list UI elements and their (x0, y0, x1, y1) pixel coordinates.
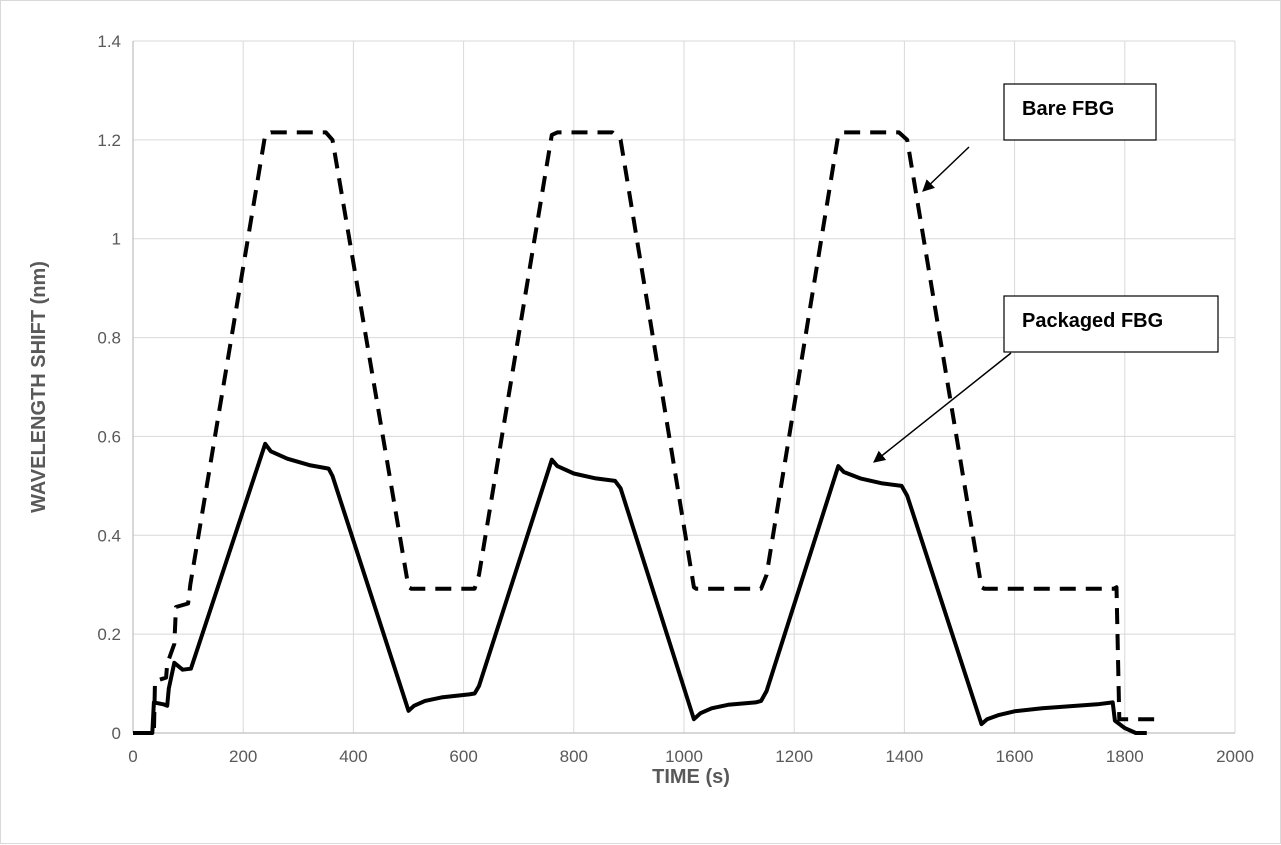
x-tick-label: 0 (128, 747, 137, 766)
y-tick-label: 0.8 (97, 329, 121, 348)
x-tick-label: 600 (449, 747, 477, 766)
y-tick-label: 0.4 (97, 526, 121, 545)
x-axis-title: TIME (s) (652, 766, 730, 788)
packaged-fbg-callout-arrow (873, 352, 1012, 463)
y-tick-label: 1.4 (97, 32, 121, 51)
y-tick-label: 0.2 (97, 625, 121, 644)
axes (132, 41, 1235, 734)
packaged-fbg-line (133, 441, 1147, 735)
gridlines (133, 40, 1236, 733)
x-tick-label: 1000 (665, 747, 703, 766)
x-tick-label: 1400 (885, 747, 923, 766)
x-tick-label: 800 (560, 747, 588, 766)
bare-fbg-callout-arrow (922, 146, 970, 192)
y-axis-title: WAVELENGTH SHIFT (nm) (28, 261, 50, 513)
y-tick-label: 0 (112, 724, 121, 743)
packaged-fbg-callout-box (1003, 295, 1219, 353)
x-tick-label: 200 (229, 747, 257, 766)
series-lines (133, 130, 1164, 735)
x-tick-label: 1200 (775, 747, 813, 766)
x-tick-label: 400 (339, 747, 367, 766)
x-tick-label: 2000 (1216, 747, 1254, 766)
bare-fbg-callout-label: Bare FBG (1022, 98, 1114, 120)
callouts: Bare FBG Packaged FBG (873, 83, 1219, 463)
bare-fbg-line (133, 130, 1164, 735)
y-tick-label: 0.6 (97, 427, 121, 446)
x-tick-label: 1600 (996, 747, 1034, 766)
x-tick-label: 1800 (1106, 747, 1144, 766)
y-tick-label: 1 (112, 230, 121, 249)
tick-labels: 0 0.2 0.4 0.6 0.8 1 1.2 1.4 0 200 400 600 800 1000 120… (97, 32, 1254, 766)
bare-fbg-callout-box (1003, 83, 1157, 141)
packaged-fbg-callout-label: Packaged FBG (1022, 310, 1163, 332)
y-tick-label: 1.2 (97, 131, 121, 150)
